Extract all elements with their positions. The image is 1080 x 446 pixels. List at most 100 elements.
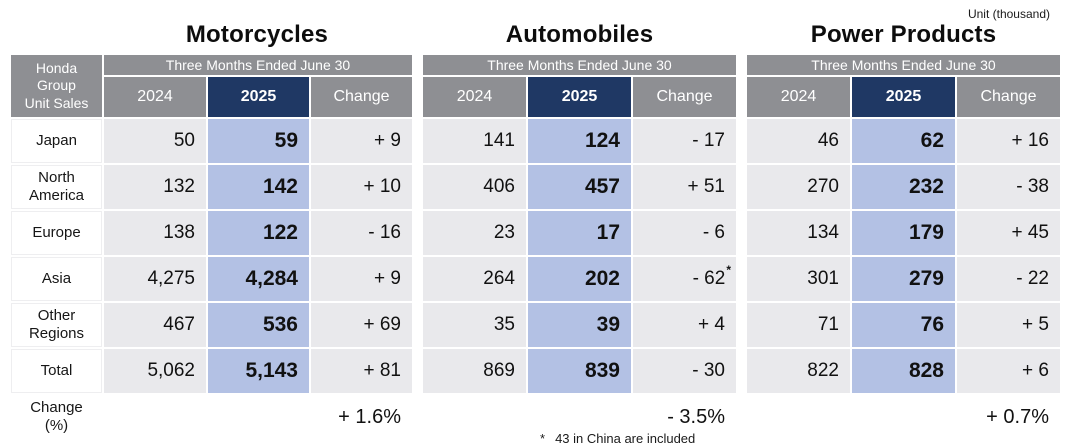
change-header: Change [311,77,412,117]
cell-auto-japan-change: - 17 [633,119,736,163]
row-header-line: Unit Sales [24,94,89,111]
cell-moto-total-2025: 5,143 [208,349,309,393]
cell-auto-change-pct: - 3.5% [667,405,725,428]
period-header: Three Months Ended June 30 [423,55,736,75]
cell-moto-na-2025: 142 [208,165,309,209]
cell-auto-na-2024: 406 [423,165,526,209]
cell-auto-na-2025: 457 [528,165,631,209]
cell-power-japan-change: + 16 [957,119,1060,163]
cell-auto-japan-2025: 124 [528,119,631,163]
row-label-total: Total [11,349,102,393]
row-label-change-pct: Change (%) [11,395,102,439]
section-title-motorcycles: Motorcycles [185,21,329,48]
cell-auto-asia-2024: 264 [423,257,526,301]
footnote-text: 43 in China are included [555,431,696,446]
cell-moto-japan-change: + 9 [311,119,412,163]
unit-label: Unit (thousand) [967,7,1050,21]
period-header: Three Months Ended June 30 [747,55,1060,75]
cell-power-change-pct: + 0.7% [986,405,1049,428]
cell-power-other-2025: 76 [852,303,955,347]
year-header-2025: 2025 [208,77,309,117]
footnote-marker: * [540,431,546,446]
empty-cell [423,395,526,439]
cell-moto-change-pct: + 1.6% [338,405,401,428]
cell-power-europe-change: + 45 [957,211,1060,255]
cell-auto-other-2025: 39 [528,303,631,347]
cell-power-na-2024: 270 [747,165,850,209]
row-label-japan: Japan [11,119,102,163]
cell-moto-europe-change: - 16 [311,211,412,255]
cell-auto-europe-2024: 23 [423,211,526,255]
cell-value: - 62 [692,268,726,289]
year-header-2025: 2025 [852,77,955,117]
cell-auto-total-2024: 869 [423,349,526,393]
cell-moto-japan-2025: 59 [208,119,309,163]
cell-auto-asia-2025: 202 [528,257,631,301]
year-header-2025: 2025 [528,77,631,117]
cell-power-total-2024: 822 [747,349,850,393]
year-header-2024: 2024 [747,77,850,117]
cell-power-asia-2024: 301 [747,257,850,301]
cell-power-japan-2025: 62 [852,119,955,163]
empty-cell [852,395,955,439]
cell-moto-other-change: + 69 [311,303,412,347]
row-label-asia: Asia [11,257,102,301]
cell-auto-japan-2024: 141 [423,119,526,163]
footnote-marker: * [726,263,731,277]
row-label-other-regions: Other Regions [11,303,102,347]
cell-moto-asia-2024: 4,275 [104,257,206,301]
empty-cell [747,395,850,439]
row-header-honda-group-unit-sales: Honda Group Unit Sales [11,55,102,117]
cell-power-japan-2024: 46 [747,119,850,163]
cell-power-asia-2025: 279 [852,257,955,301]
cell-moto-total-change: + 81 [311,349,412,393]
table-automobiles: Three Months Ended June 30 2024 2025 Cha… [423,55,736,439]
cell-moto-other-2024: 467 [104,303,206,347]
cell-power-na-2025: 232 [852,165,955,209]
change-pct-label-line: (%) [44,417,69,434]
footnote: * 43 in China are included [540,431,695,446]
empty-cell [208,395,309,439]
cell-moto-europe-2024: 138 [104,211,206,255]
change-pct-label-line: Change [30,399,83,417]
cell-moto-na-2024: 132 [104,165,206,209]
section-title-automobiles: Automobiles [505,21,654,48]
table-motorcycles: Honda Group Unit Sales Three Months Ende… [11,55,412,439]
table-power-products: Three Months Ended June 30 2024 2025 Cha… [747,55,1060,439]
row-label-europe: Europe [11,211,102,255]
cell-power-other-change: + 5 [957,303,1060,347]
cell-power-europe-2024: 134 [747,211,850,255]
year-header-2024: 2024 [104,77,206,117]
cell-auto-total-change: - 30 [633,349,736,393]
cell-moto-total-2024: 5,062 [104,349,206,393]
row-header-line: Group [37,77,76,94]
empty-cell [104,395,206,439]
cell-power-na-change: - 38 [957,165,1060,209]
cell-auto-asia-change: - 62 * [633,257,736,301]
cell-power-total-2025: 828 [852,349,955,393]
period-header: Three Months Ended June 30 [104,55,412,75]
cell-power-europe-2025: 179 [852,211,955,255]
change-header: Change [633,77,736,117]
cell-moto-asia-change: + 9 [311,257,412,301]
cell-auto-total-2025: 839 [528,349,631,393]
cell-moto-asia-2025: 4,284 [208,257,309,301]
change-header: Change [957,77,1060,117]
cell-power-asia-change: - 22 [957,257,1060,301]
cell-auto-other-change: + 4 [633,303,736,347]
cell-moto-na-change: + 10 [311,165,412,209]
cell-moto-other-2025: 536 [208,303,309,347]
cell-power-other-2024: 71 [747,303,850,347]
cell-moto-japan-2024: 50 [104,119,206,163]
year-header-2024: 2024 [423,77,526,117]
cell-auto-europe-change: - 6 [633,211,736,255]
cell-auto-europe-2025: 17 [528,211,631,255]
cell-auto-na-change: + 51 [633,165,736,209]
cell-auto-other-2024: 35 [423,303,526,347]
row-header-line: Honda [35,60,78,77]
cell-power-total-change: + 6 [957,349,1060,393]
row-label-north-america: North America [11,165,102,209]
cell-moto-europe-2025: 122 [208,211,309,255]
section-title-power-products: Power Products [810,21,997,48]
